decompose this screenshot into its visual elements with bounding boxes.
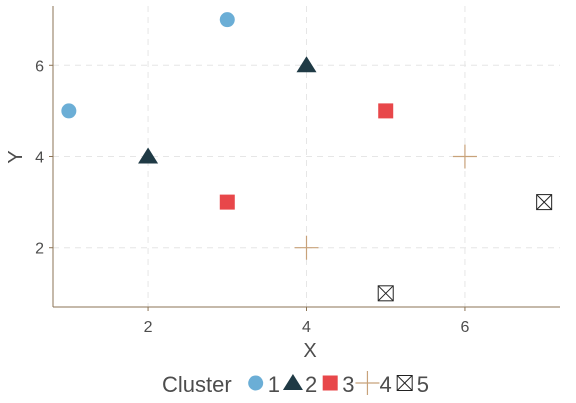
legend-key-4 — [355, 371, 380, 395]
boxed-x-box — [377, 285, 394, 302]
data-point-cluster-5 — [377, 285, 394, 302]
data-point-cluster-1 — [219, 12, 235, 28]
data-point-cluster-5 — [536, 194, 553, 211]
legend-label-5: 5 — [417, 372, 429, 397]
y-tick-label: 6 — [35, 58, 44, 75]
boxed-x-line2 — [396, 375, 413, 391]
data-point-cluster-1 — [61, 103, 77, 119]
data-point-cluster-3 — [219, 194, 235, 210]
data-point-cluster-3 — [378, 103, 394, 119]
legend-title: Cluster — [162, 372, 232, 397]
boxed-x-line2 — [536, 194, 553, 210]
y-axis-title: Y — [5, 150, 27, 163]
triangle-marker — [282, 374, 303, 390]
square-marker — [378, 103, 394, 119]
legend-key-2 — [282, 374, 303, 390]
triangle-marker — [296, 56, 317, 73]
x-tick-label: 2 — [144, 319, 153, 336]
square-marker — [219, 194, 235, 210]
legend-key-5 — [396, 375, 413, 391]
legend-label-2: 2 — [305, 372, 317, 397]
tick-labels: 2 4 6 2 4 6 — [35, 58, 469, 336]
boxed-x-box — [396, 375, 413, 391]
x-tick-label: 6 — [460, 319, 469, 336]
y-tick-label: 2 — [35, 241, 44, 258]
data-point-cluster-2 — [138, 147, 159, 164]
boxed-x-box — [536, 194, 553, 211]
boxed-x-line2 — [377, 285, 394, 302]
triangle-marker — [138, 147, 159, 164]
legend-label-3: 3 — [342, 372, 354, 397]
x-tick-label: 4 — [302, 319, 311, 336]
data-points — [61, 12, 553, 302]
legend-key-3 — [322, 375, 338, 391]
x-axis-title: X — [303, 340, 316, 362]
circle-marker — [219, 12, 235, 28]
square-marker — [322, 375, 338, 391]
legend-key-1 — [248, 375, 264, 391]
circle-marker — [248, 375, 264, 391]
data-point-cluster-4 — [294, 235, 319, 260]
data-point-cluster-2 — [296, 56, 317, 73]
y-tick-label: 4 — [35, 150, 44, 167]
grid-lines — [53, 6, 560, 307]
data-point-cluster-4 — [452, 144, 477, 169]
legend-label-4: 4 — [379, 372, 391, 397]
legend-label-1: 1 — [268, 372, 280, 397]
axes — [49, 6, 560, 311]
circle-marker — [61, 103, 77, 119]
